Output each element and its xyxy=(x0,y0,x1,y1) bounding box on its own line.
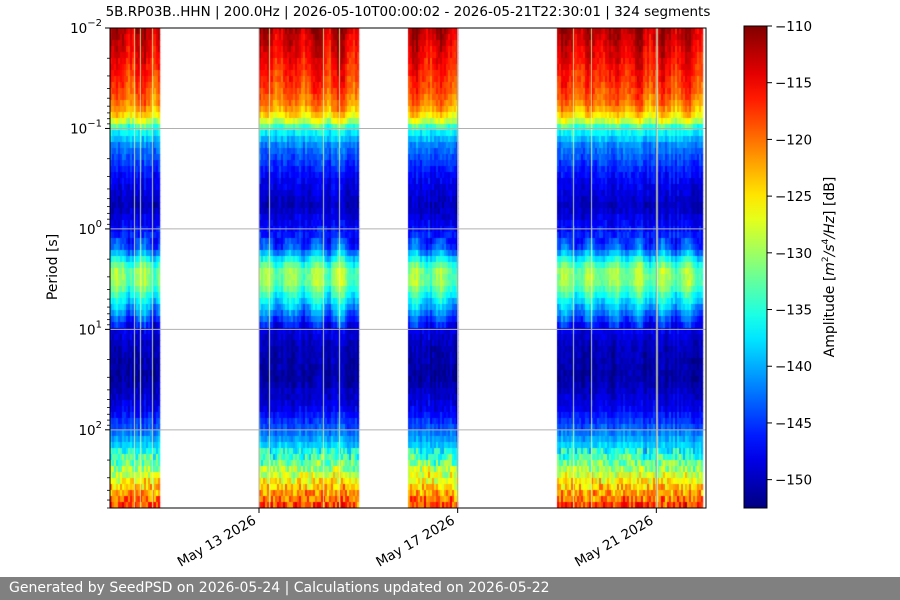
colorbar-tick-label: −110 xyxy=(775,19,812,35)
x-tick-label: May 13 2026 xyxy=(175,513,259,571)
plot-frame xyxy=(109,27,707,509)
y-tick-label: 102 xyxy=(78,420,102,439)
colorbar: −150 −145 −140 −135 −130 −125 −120 −115 −110 xyxy=(743,19,812,509)
y-tick-label: 10−1 xyxy=(70,118,102,137)
x-tick-label: May 21 2026 xyxy=(572,513,656,571)
y-axis-label: Period [s] xyxy=(45,234,61,300)
heatmap-image xyxy=(110,28,706,508)
colorbar-tick-label: −145 xyxy=(775,416,812,432)
footer-text: Generated by SeedPSD on 2026-05-24 | Cal… xyxy=(9,580,550,596)
heatmap-area xyxy=(110,28,706,508)
chart-title: 5B.RP03B..HHN | 200.0Hz | 2026-05-10T00:… xyxy=(105,4,711,20)
colorbar-tick-label: −140 xyxy=(775,359,812,375)
colorbar-tick-label: −150 xyxy=(775,473,812,489)
colorbar-gradient xyxy=(743,25,768,509)
psd-spectrogram-chart: 10−2 10−1 100 101 102 May 13 2026 May 17 2026… xyxy=(45,18,838,570)
colorbar-tick-label: −115 xyxy=(775,76,812,92)
y-tick-label: 101 xyxy=(78,319,102,338)
x-axis: May 13 2026 May 17 2026 May 21 2026 xyxy=(175,508,657,570)
colorbar-label: Amplitude [m2/s4/Hz] [dB] xyxy=(821,177,838,358)
colorbar-tick-label: −120 xyxy=(775,132,812,148)
y-tick-label: 100 xyxy=(78,219,102,238)
footer-bar: Generated by SeedPSD on 2026-05-24 | Cal… xyxy=(0,577,900,600)
x-tick-label: May 17 2026 xyxy=(373,513,457,571)
colorbar-tick-label: −130 xyxy=(775,246,812,262)
y-tick-label: 10−2 xyxy=(70,18,102,37)
y-axis: 10−2 10−1 100 101 102 xyxy=(70,18,110,509)
colorbar-tick-label: −125 xyxy=(775,189,812,205)
colorbar-tick-label: −135 xyxy=(775,303,812,319)
